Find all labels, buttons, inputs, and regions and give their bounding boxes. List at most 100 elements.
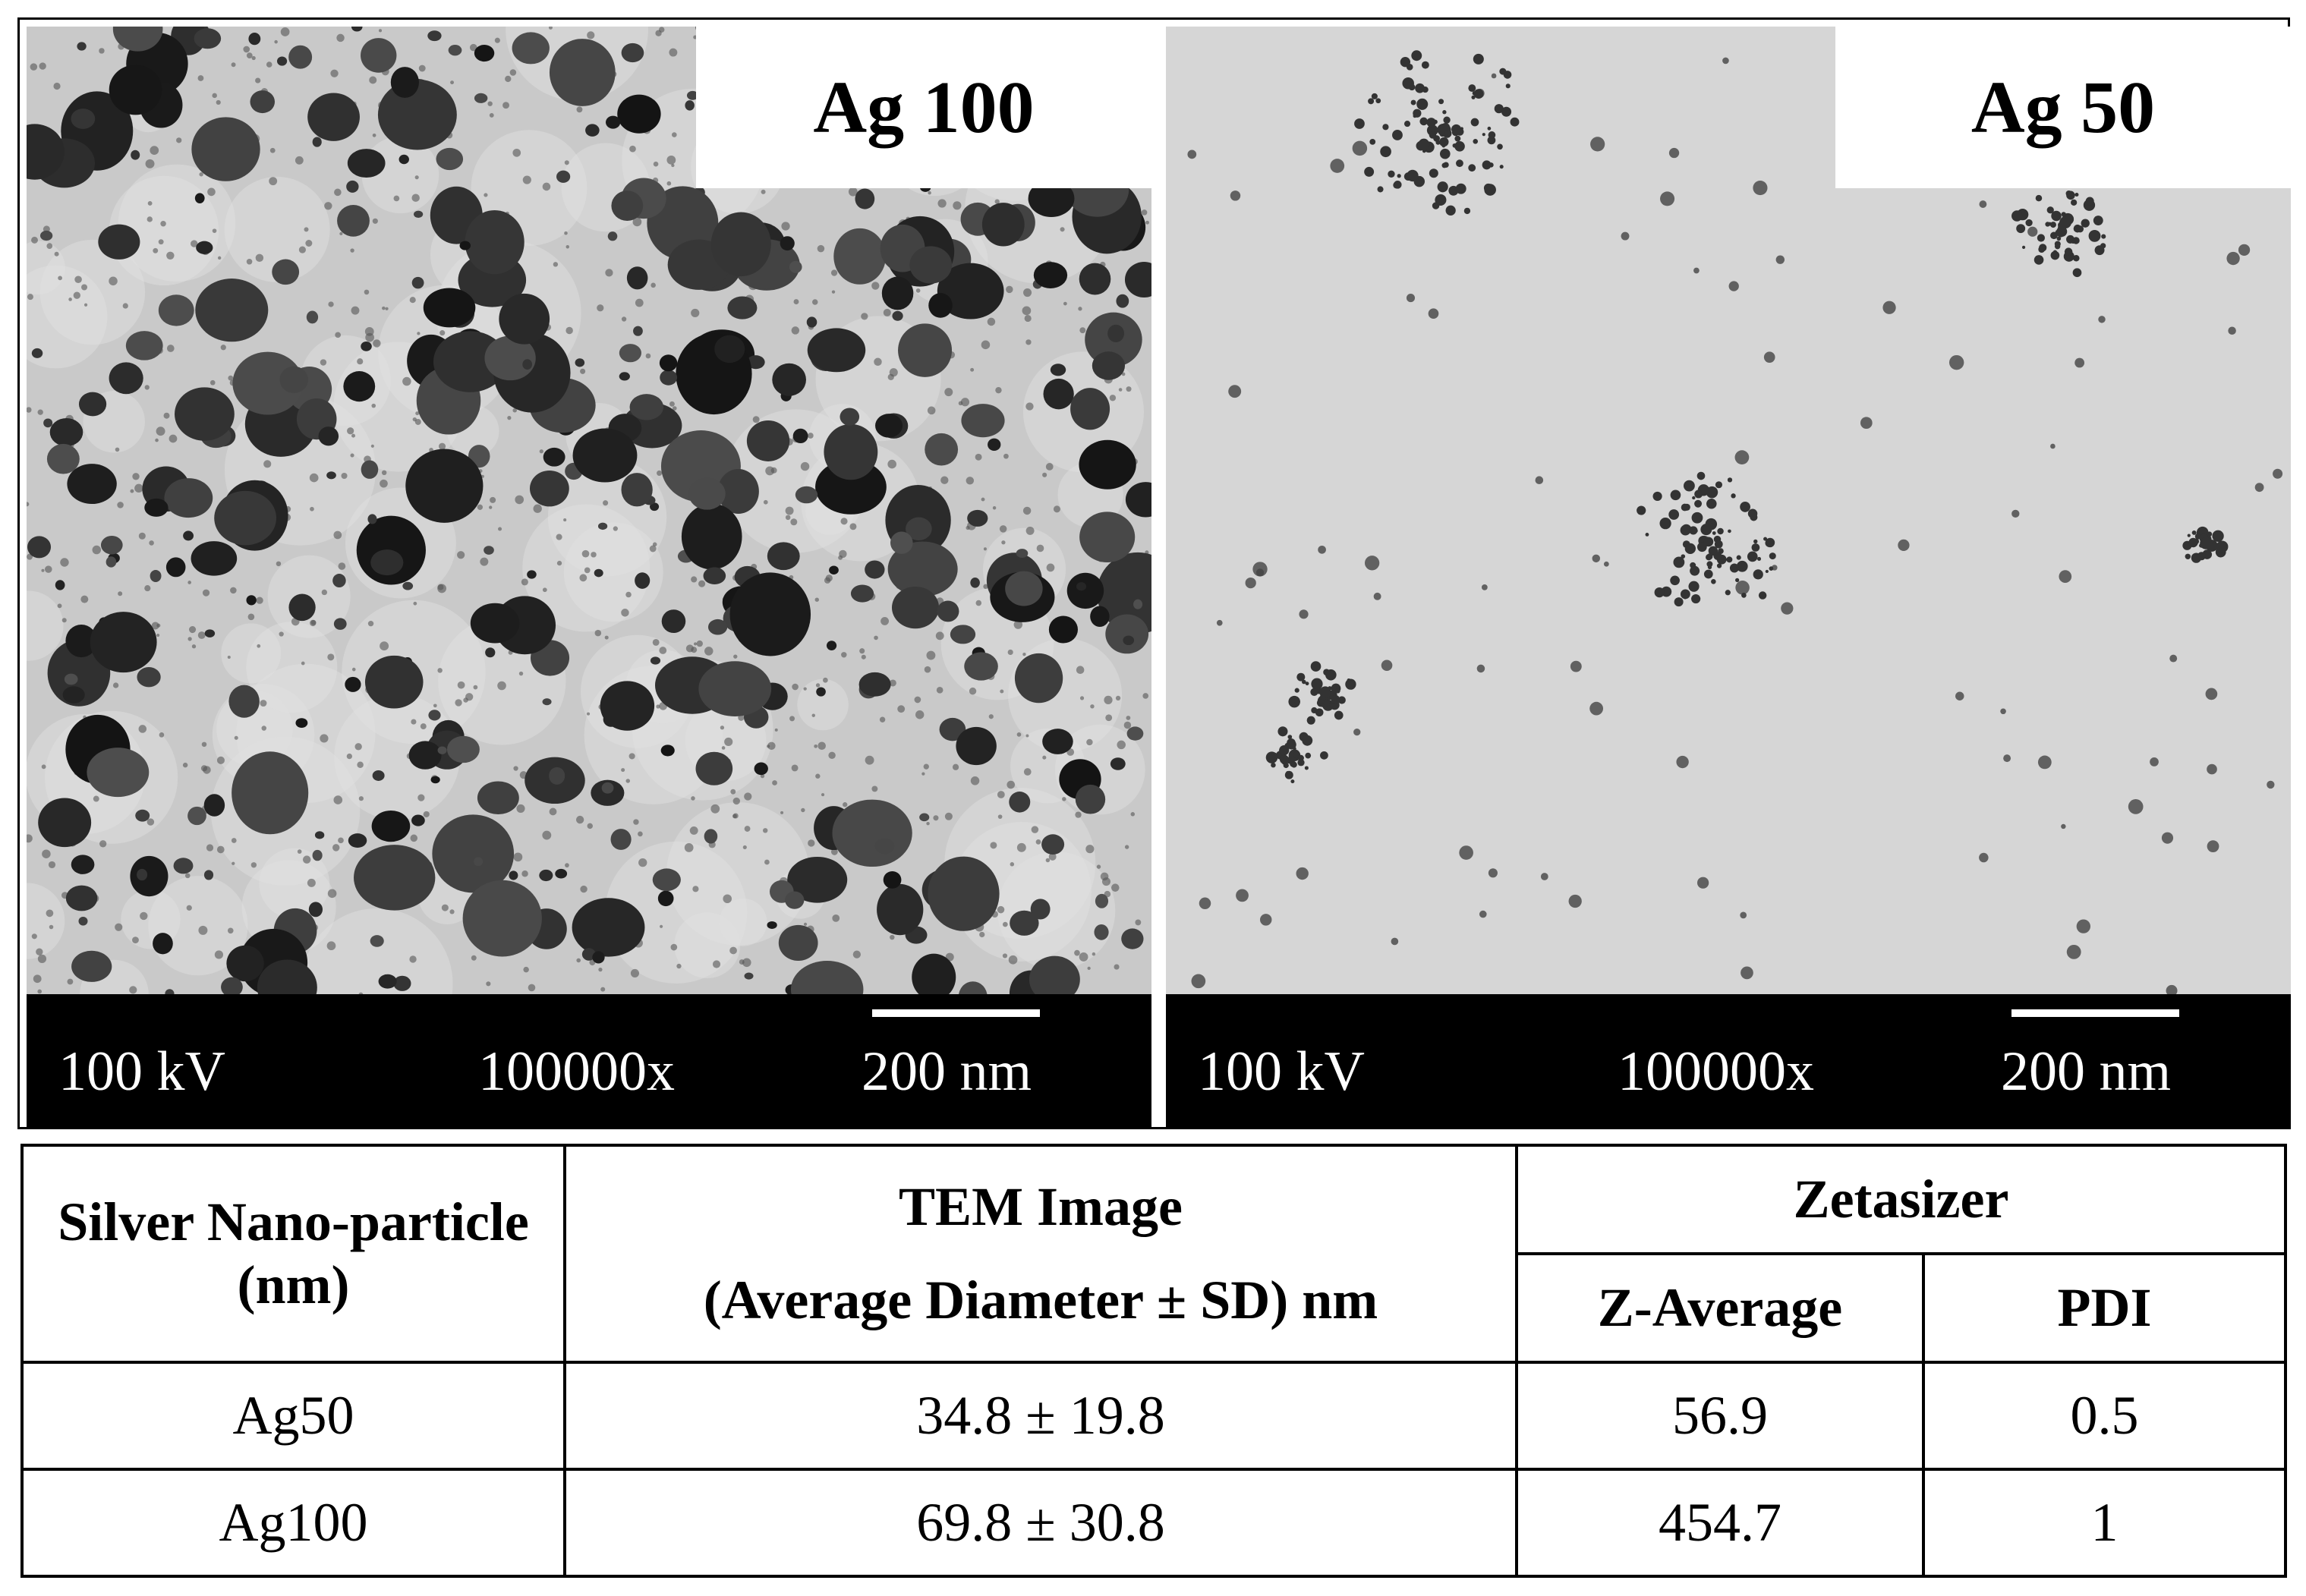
texture (2073, 254, 2080, 262)
texture (897, 705, 906, 713)
texture (122, 303, 128, 309)
texture (361, 342, 372, 351)
texture (2071, 199, 2078, 206)
texture (767, 744, 770, 748)
texture (341, 472, 348, 480)
texture (1290, 761, 1297, 768)
texture (164, 478, 213, 518)
texture (73, 291, 80, 299)
texture (327, 653, 335, 661)
texture (921, 772, 925, 776)
texture (1104, 695, 1113, 705)
texture (144, 584, 151, 592)
texture (1421, 61, 1429, 69)
texture (874, 357, 882, 367)
texture (165, 557, 186, 578)
texture (1292, 702, 1297, 708)
texture (1706, 498, 1717, 509)
texture (198, 925, 208, 935)
texture (2038, 246, 2046, 253)
texture (305, 240, 313, 247)
texture (1041, 834, 1065, 855)
texture (1279, 744, 1290, 756)
texture (1442, 110, 1447, 115)
texture (153, 247, 159, 253)
texture (2045, 222, 2050, 227)
texture (542, 698, 552, 706)
texture (227, 655, 231, 659)
texture (1230, 190, 1241, 201)
texture (2088, 229, 2101, 242)
texture (1079, 327, 1086, 334)
texture (1092, 952, 1096, 956)
texture (187, 581, 191, 584)
texture (62, 686, 85, 704)
texture (1757, 556, 1762, 561)
texture (146, 216, 153, 222)
texture (513, 852, 523, 862)
texture (39, 62, 46, 70)
texture (549, 39, 616, 106)
texture (2050, 250, 2060, 260)
texture (68, 297, 72, 301)
texture (93, 795, 99, 802)
texture (1002, 921, 1008, 927)
texture (2200, 537, 2213, 549)
cell: 0.5 (1921, 1361, 2288, 1471)
texture (613, 526, 618, 531)
texture (970, 776, 980, 785)
texture (556, 534, 562, 540)
cell: 69.8 ± 30.8 (563, 1468, 1518, 1578)
texture (2035, 194, 2043, 202)
texture (855, 188, 875, 209)
texture (601, 782, 614, 794)
texture (513, 766, 518, 771)
texture (997, 905, 1005, 914)
texture (935, 631, 944, 641)
texture (1078, 307, 1082, 311)
texture (1451, 124, 1462, 134)
texture (1725, 590, 1731, 596)
texture (833, 228, 887, 285)
texture (666, 181, 672, 186)
texture (1087, 966, 1091, 970)
texture (542, 830, 552, 840)
texture (564, 160, 569, 165)
texture (871, 282, 880, 290)
texture (652, 868, 681, 892)
texture (201, 741, 207, 748)
texture (1105, 614, 1149, 654)
cell: 1 (1921, 1468, 2288, 1578)
texture (729, 572, 811, 656)
texture (1775, 255, 1785, 264)
texture (710, 804, 720, 814)
texture (1674, 597, 1684, 607)
texture (814, 597, 819, 602)
texture (1022, 506, 1032, 515)
texture (1645, 533, 1649, 537)
texture (2074, 192, 2079, 197)
texture (1570, 660, 1582, 672)
texture (230, 587, 237, 594)
texture (1302, 735, 1313, 746)
texture (710, 212, 771, 277)
texture (883, 308, 891, 316)
texture (58, 275, 62, 281)
texture (2273, 468, 2283, 479)
texture (539, 449, 543, 454)
texture (1002, 953, 1008, 959)
texture (979, 931, 985, 938)
texture (1668, 147, 1680, 159)
texture (732, 813, 739, 819)
texture (681, 503, 742, 570)
texture (415, 411, 420, 416)
texture (871, 785, 878, 792)
texture (81, 284, 88, 291)
texture (1079, 263, 1111, 295)
texture (635, 298, 644, 307)
texture (372, 218, 378, 224)
texture (484, 193, 488, 197)
texture (90, 612, 157, 673)
texture (1735, 581, 1750, 595)
texture (1670, 490, 1681, 501)
